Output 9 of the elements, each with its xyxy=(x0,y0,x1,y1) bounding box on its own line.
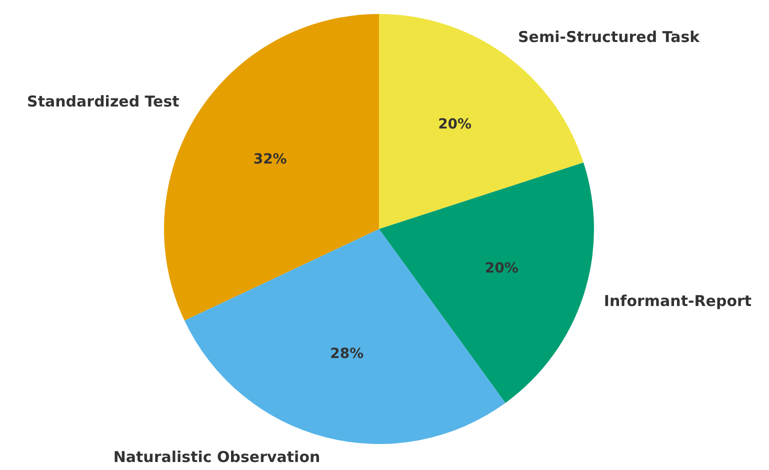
slice-label: Naturalistic Observation xyxy=(113,448,320,466)
slice-label: Semi-Structured Task xyxy=(518,28,701,46)
data-label: 20% xyxy=(484,260,518,277)
data-label: 32% xyxy=(253,152,287,168)
pie-slice xyxy=(379,162,594,403)
slice-label: Standardized Test xyxy=(27,92,180,110)
slice-label: Informant-Report xyxy=(604,292,752,310)
data-label: 28% xyxy=(330,346,364,362)
data-label: 20% xyxy=(438,116,472,132)
